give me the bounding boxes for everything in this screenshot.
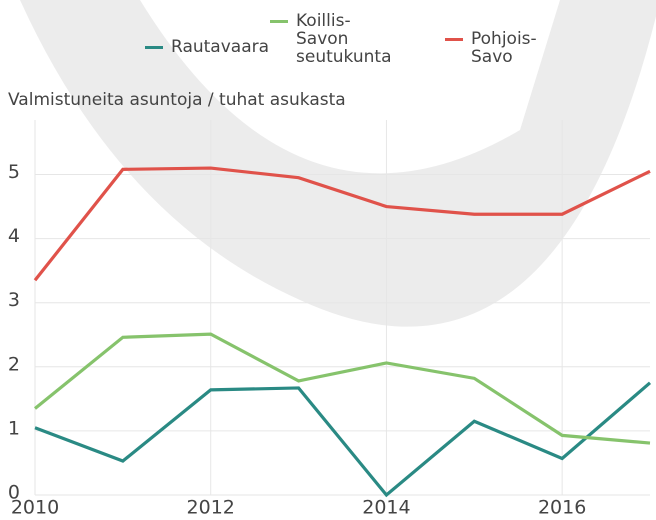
legend-label: Rautavaara	[171, 37, 270, 57]
legend-item: Koillis-Savon seutukunta	[270, 11, 392, 67]
watermark	[20, 0, 656, 327]
x-tick-label: 2010	[11, 497, 59, 519]
legend-label: Pohjois-Savo	[471, 29, 537, 67]
y-tick-label: 0	[8, 482, 20, 504]
legend-label: Koillis-Savon seutukunta	[296, 11, 392, 67]
y-tick-label: 2	[8, 353, 20, 375]
x-tick-label: 2012	[187, 497, 235, 519]
y-tick-label: 4	[8, 225, 20, 247]
y-axis-title: Valmistuneita asuntoja / tuhat asukasta	[8, 90, 346, 110]
y-tick-label: 1	[8, 417, 20, 439]
legend-key	[445, 38, 463, 41]
x-tick-label: 2016	[538, 497, 586, 519]
y-tick-label: 3	[8, 289, 20, 311]
y-tick-label: 5	[8, 161, 20, 183]
x-tick-label: 2014	[362, 497, 410, 519]
legend-key	[270, 20, 288, 23]
series-line	[33, 332, 651, 445]
legend-item: Pohjois-Savo	[445, 30, 551, 66]
series-line	[33, 166, 651, 282]
legend-item: Rautavaara	[145, 38, 291, 56]
series-line	[34, 381, 652, 498]
legend-key	[145, 46, 163, 49]
